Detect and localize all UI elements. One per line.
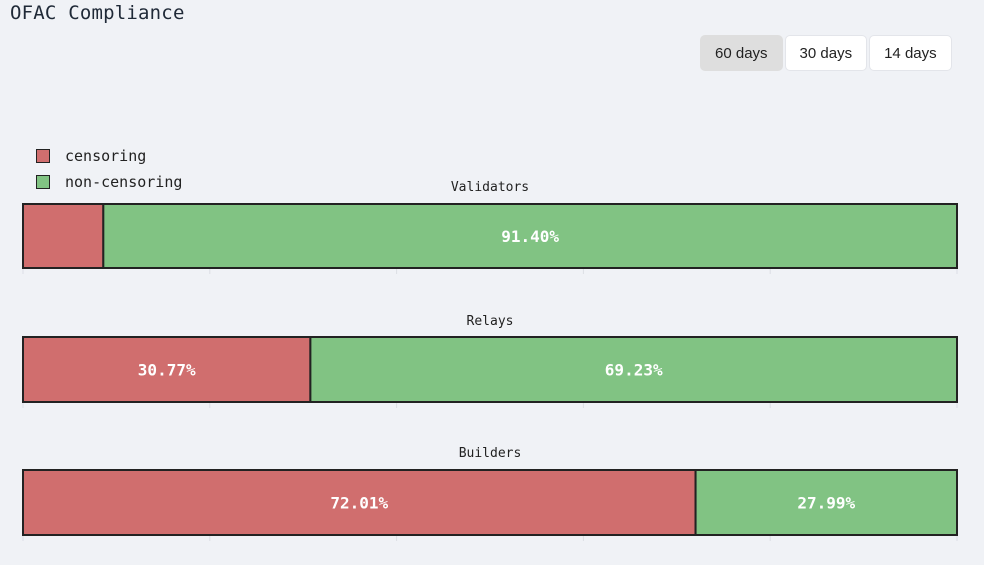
- data-label-builders-non-censoring: 27.99%: [797, 494, 855, 513]
- range-30-days-button[interactable]: 30 days: [784, 35, 868, 71]
- data-label-validators-non-censoring: 91.40%: [501, 227, 559, 246]
- chart-legend: censoring non-censoring: [36, 143, 182, 195]
- bar-relays-censoring: [22, 336, 312, 403]
- legend-label-non-censoring: non-censoring: [65, 173, 183, 191]
- data-label-builders-censoring: 72.01%: [330, 494, 388, 513]
- legend-label-censoring: censoring: [65, 147, 147, 165]
- panel-title-relays: Relays: [467, 314, 514, 329]
- bar-builders-non-censoring: [694, 469, 959, 536]
- bar-validators-censoring: [22, 203, 105, 269]
- data-label-relays-censoring: 30.77%: [138, 361, 196, 380]
- page-title: OFAC Compliance: [10, 2, 185, 24]
- legend-item-censoring[interactable]: censoring: [36, 143, 182, 169]
- range-60-days-button[interactable]: 60 days: [700, 35, 783, 71]
- legend-swatch-censoring: [36, 149, 50, 163]
- panel-title-validators: Validators: [451, 180, 529, 195]
- panel-title-builders: Builders: [459, 446, 522, 461]
- legend-item-non-censoring[interactable]: non-censoring: [36, 169, 182, 195]
- bar-validators-non-censoring: [102, 203, 959, 269]
- time-range-selector: 60 days 30 days 14 days: [700, 35, 952, 71]
- bar-relays-non-censoring: [309, 336, 959, 403]
- range-14-days-button[interactable]: 14 days: [869, 35, 952, 71]
- legend-swatch-non-censoring: [36, 175, 50, 189]
- data-label-relays-non-censoring: 69.23%: [605, 361, 663, 380]
- bar-builders-censoring: [22, 469, 697, 536]
